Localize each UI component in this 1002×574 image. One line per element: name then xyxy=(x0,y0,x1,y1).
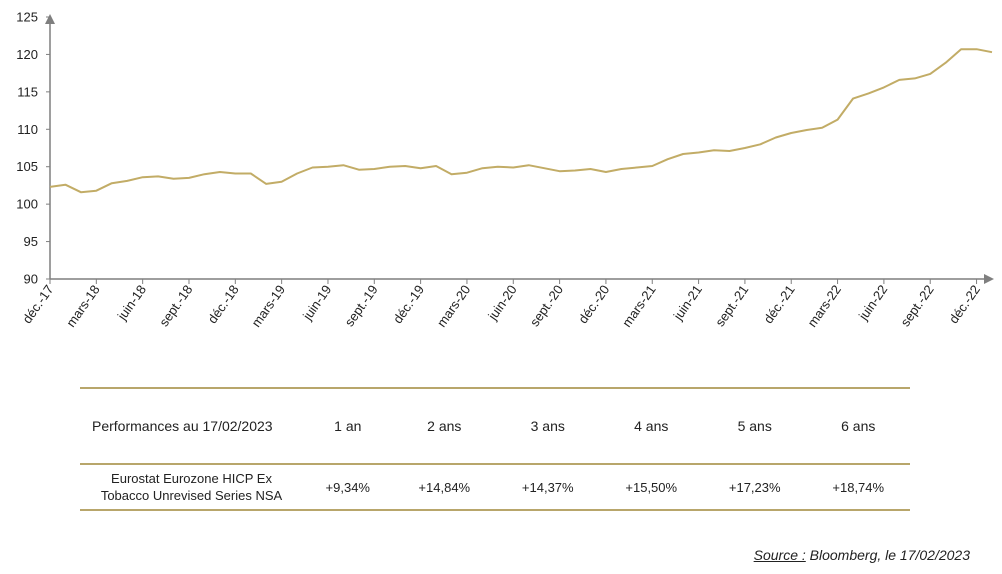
perf-3-value: +14,37% xyxy=(521,479,574,495)
x-tick-label: déc.-18 xyxy=(205,282,242,326)
line-chart: 90 95 100 105 110 115 120 125 déc.-17 mars-18 jui… xyxy=(16,10,994,330)
y-tick-label: 95 xyxy=(24,234,38,249)
x-tick-label: sept.-22 xyxy=(897,282,936,329)
perf-5-value: +17,23% xyxy=(728,479,781,495)
y-axis: 90 95 100 105 110 115 120 125 xyxy=(16,10,55,287)
period-6-header: 6 ans xyxy=(841,418,876,434)
series-line xyxy=(49,48,993,194)
source-label: Source : xyxy=(753,547,806,563)
y-tick-label: 105 xyxy=(16,159,38,174)
x-tick-label: sept.-18 xyxy=(156,282,195,329)
x-tick-label: juin-20 xyxy=(484,282,519,323)
x-tick-label: sept.-19 xyxy=(342,282,381,329)
series-name-cell: Eurostat Eurozone HICP Ex Tobacco Unrevi… xyxy=(80,464,303,510)
y-tick-label: 115 xyxy=(17,84,38,99)
x-tick-label: déc.-20 xyxy=(575,282,612,326)
period-4-header: 4 ans xyxy=(634,418,669,434)
x-tick-label: déc.-19 xyxy=(390,282,427,326)
x-tick-label: juin-19 xyxy=(299,282,334,323)
y-axis-arrow-icon xyxy=(45,14,55,24)
x-tick-label: mars-20 xyxy=(434,282,474,330)
y-tick-label: 125 xyxy=(16,10,38,25)
series-name-line-2: Tobacco Unrevised Series NSA xyxy=(100,488,283,503)
x-tick-label: mars-22 xyxy=(804,282,844,330)
x-tick-label: juin-22 xyxy=(855,282,890,323)
period-5-header: 5 ans xyxy=(737,418,772,434)
series-layer xyxy=(49,48,993,194)
perf-1-value: +9,34% xyxy=(325,479,370,495)
source-text: Bloomberg, le 17/02/2023 xyxy=(805,547,970,563)
x-tick-label: sept.-21 xyxy=(712,282,751,329)
x-tick-label: juin-21 xyxy=(670,282,705,323)
y-tick-label: 90 xyxy=(24,272,38,287)
y-tick-label: 110 xyxy=(17,122,38,137)
x-axis: déc.-17 mars-18 juin-18 sept.-18 déc.-18 mars… xyxy=(19,274,994,330)
perf-2-value: +14,84% xyxy=(418,479,471,495)
period-2-header: 2 ans xyxy=(427,418,462,434)
period-1-header: 1 an xyxy=(334,418,362,434)
series-name-line-1: Eurostat Eurozone HICP Ex xyxy=(111,471,272,486)
x-axis-arrow-icon xyxy=(984,274,994,284)
table-row: Eurostat Eurozone HICP Ex Tobacco Unrevi… xyxy=(80,464,910,510)
table-header-label: Performances au 17/02/2023 xyxy=(92,418,273,434)
x-tick-label: déc.-22 xyxy=(946,282,983,326)
x-tick-label: déc.-21 xyxy=(761,282,798,326)
x-tick-label: mars-21 xyxy=(619,282,659,330)
x-tick-label: mars-18 xyxy=(63,282,103,330)
perf-4-value: +15,50% xyxy=(625,479,678,495)
perf-6-value: +18,74% xyxy=(832,479,885,495)
x-tick-label: juin-18 xyxy=(114,282,149,323)
x-tick-label: déc.-17 xyxy=(19,282,56,326)
y-tick-label: 100 xyxy=(16,197,38,212)
x-tick-label: mars-19 xyxy=(248,282,288,330)
x-tick-label: sept.-20 xyxy=(527,282,566,329)
table-header-row: Performances au 17/02/2023 1 an 2 ans 3 … xyxy=(80,388,910,464)
performance-table: Performances au 17/02/2023 1 an 2 ans 3 … xyxy=(80,387,910,511)
source-note: Source : Bloomberg, le 17/02/2023 xyxy=(754,547,970,563)
y-tick-label: 120 xyxy=(16,47,38,62)
period-3-header: 3 ans xyxy=(530,418,565,434)
